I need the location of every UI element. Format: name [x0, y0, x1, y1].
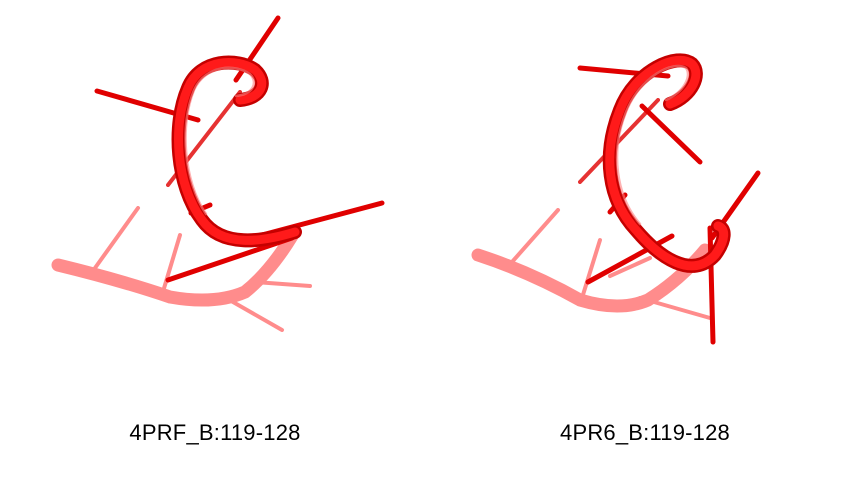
backbone-tube: [171, 55, 302, 248]
rna-cartoon-4pr6: [471, 53, 761, 345]
structure-panel-4pr6: 4PR6_B:119-128: [430, 0, 860, 480]
structure-label: 4PRF_B:119-128: [129, 420, 301, 445]
rna-cartoon-4prf: [51, 15, 385, 332]
backbone-tube: [602, 53, 731, 273]
structure-label: 4PR6_B:119-128: [560, 420, 730, 445]
background-strand: [471, 208, 712, 320]
structure-panel-4prf: 4PRF_B:119-128: [51, 15, 385, 445]
background-strand: [51, 206, 312, 332]
